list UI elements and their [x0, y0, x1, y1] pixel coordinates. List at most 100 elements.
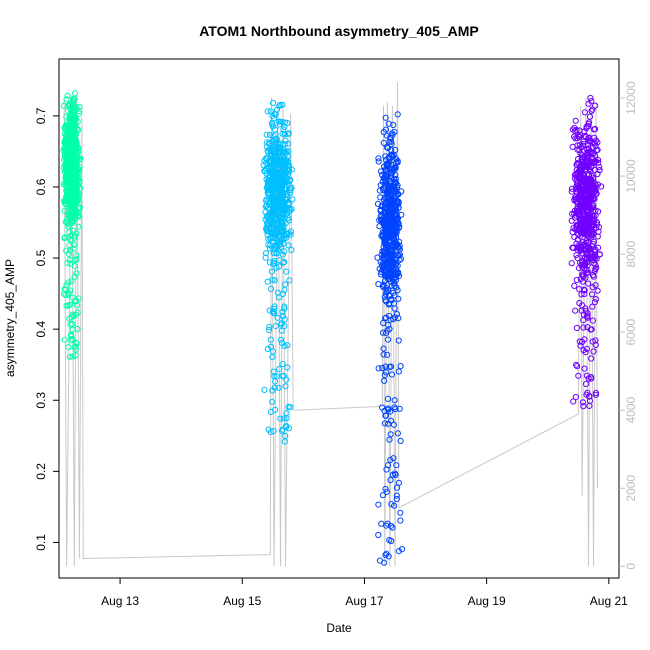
data-point-cluster-1 [66, 221, 73, 228]
data-point-cluster-4 [592, 391, 600, 398]
data-point-cluster-4 [579, 338, 586, 345]
data-point-cluster-1 [64, 134, 72, 141]
data-point-cluster-1 [72, 343, 79, 350]
data-point-cluster-4 [571, 175, 579, 182]
data-point-cluster-1 [63, 96, 70, 103]
data-point-cluster-4 [592, 181, 599, 188]
data-point-cluster-3 [380, 128, 387, 136]
data-point-cluster-3 [389, 221, 396, 228]
data-point-cluster-1 [70, 172, 77, 179]
data-point-cluster-2 [289, 196, 296, 203]
data-point-cluster-4 [572, 394, 580, 401]
data-point-cluster-4 [587, 249, 595, 256]
data-point-cluster-2 [263, 212, 270, 219]
data-point-cluster-4 [572, 170, 579, 177]
data-point-cluster-2 [276, 102, 283, 110]
data-point-cluster-1 [62, 161, 69, 169]
data-point-cluster-4 [568, 185, 576, 192]
data-point-cluster-3 [386, 436, 393, 443]
data-point-cluster-2 [279, 210, 286, 218]
data-point-cluster-3 [380, 345, 387, 352]
data-point-cluster-2 [281, 343, 288, 350]
data-point-cluster-3 [394, 430, 401, 437]
data-point-cluster-2 [281, 258, 288, 266]
data-point-cluster-3 [390, 289, 397, 296]
data-point-cluster-1 [67, 116, 74, 123]
data-point-cluster-4 [579, 257, 586, 264]
data-point-cluster-3 [382, 314, 389, 321]
data-point-cluster-3 [390, 276, 397, 283]
data-point-cluster-2 [260, 162, 267, 169]
secondary-series [63, 82, 598, 567]
data-point-cluster-3 [383, 144, 390, 151]
data-point-cluster-4 [589, 338, 596, 345]
data-point-cluster-4 [586, 113, 594, 120]
y-tick-label: 0.7 [34, 107, 48, 124]
data-point-cluster-4 [576, 141, 583, 148]
data-point-cluster-4 [578, 166, 585, 173]
data-point-cluster-3 [394, 111, 401, 118]
data-point-cluster-3 [387, 476, 394, 484]
data-point-cluster-4 [586, 197, 593, 204]
data-point-cluster-3 [399, 546, 406, 553]
data-point-cluster-2 [272, 378, 279, 385]
data-point-cluster-1 [66, 228, 73, 236]
data-point-cluster-4 [581, 287, 588, 294]
data-point-cluster-2 [275, 384, 282, 391]
data-point-cluster-4 [594, 181, 602, 188]
data-point-cluster-3 [389, 153, 396, 160]
data-point-cluster-2 [271, 143, 278, 150]
data-point-cluster-2 [271, 277, 278, 284]
data-point-cluster-2 [283, 268, 290, 275]
data-point-cluster-3 [381, 559, 388, 566]
data-point-cluster-3 [384, 168, 391, 175]
plot-frame [58, 58, 620, 579]
data-point-cluster-3 [379, 404, 386, 411]
data-point-cluster-4 [592, 125, 599, 133]
data-point-cluster-1 [66, 353, 73, 360]
data-point-cluster-4 [571, 282, 578, 289]
data-point-cluster-3 [381, 377, 388, 384]
data-point-cluster-4 [592, 341, 599, 348]
data-point-cluster-2 [278, 427, 286, 434]
data-point-cluster-4 [591, 248, 599, 255]
data-point-cluster-1 [75, 169, 82, 176]
data-points [60, 90, 605, 566]
data-point-cluster-4 [570, 244, 577, 252]
data-point-cluster-3 [388, 254, 395, 261]
data-point-cluster-1 [71, 215, 78, 222]
data-point-cluster-1 [71, 263, 79, 270]
data-point-cluster-4 [569, 210, 576, 217]
data-point-cluster-1 [61, 286, 68, 293]
y-axis: 0.1 0.2 0.3 0.4 0.5 0.6 0.7 [34, 107, 59, 551]
data-point-cluster-4 [583, 209, 590, 216]
data-point-cluster-3 [390, 316, 397, 323]
data-point-cluster-3 [390, 230, 397, 237]
data-point-cluster-2 [270, 99, 277, 107]
data-point-cluster-3 [386, 312, 393, 320]
data-point-cluster-2 [280, 259, 287, 266]
data-point-cluster-2 [281, 119, 288, 126]
data-point-cluster-3 [377, 168, 385, 175]
data-point-cluster-4 [592, 389, 600, 397]
data-point-cluster-4 [574, 244, 581, 251]
data-point-cluster-1 [72, 90, 79, 97]
data-point-cluster-2 [282, 281, 289, 288]
data-point-cluster-2 [283, 376, 290, 383]
data-point-cluster-4 [589, 317, 597, 324]
x-tick-label: Aug 17 [345, 594, 383, 608]
data-point-cluster-2 [270, 309, 277, 316]
data-point-cluster-2 [262, 250, 270, 257]
data-point-cluster-2 [275, 207, 282, 214]
data-point-cluster-3 [380, 139, 387, 146]
data-point-cluster-3 [389, 255, 396, 262]
data-point-cluster-2 [284, 342, 291, 349]
data-point-cluster-4 [586, 397, 594, 404]
data-point-cluster-4 [574, 222, 582, 230]
data-point-cluster-1 [71, 241, 78, 248]
y-tick-label: 0.6 [34, 178, 48, 195]
data-point-cluster-2 [273, 169, 280, 177]
y-tick-label: 0.3 [34, 392, 48, 409]
data-point-cluster-4 [582, 174, 589, 182]
data-point-cluster-2 [266, 221, 273, 228]
